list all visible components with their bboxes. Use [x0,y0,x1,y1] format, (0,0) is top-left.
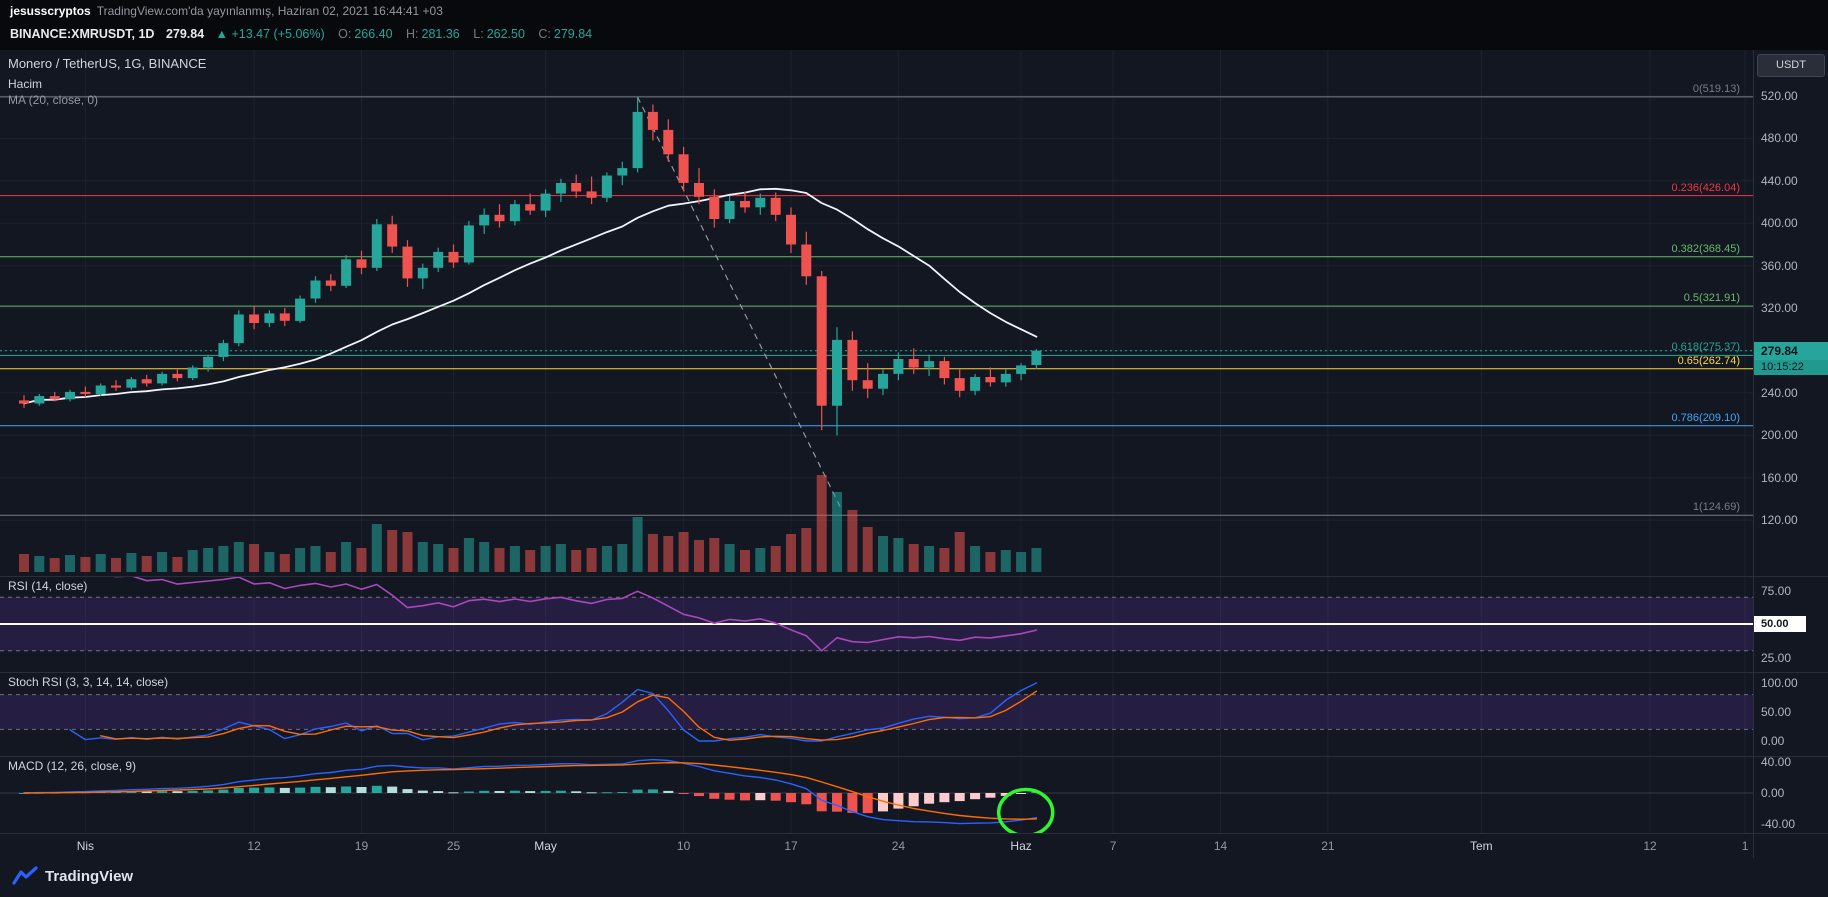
legend-rsi[interactable]: RSI (14, close) [8,579,88,593]
fib-level-label: 0.5(321.91) [1683,292,1740,305]
axis-label: 100.00 [1761,676,1798,690]
author-username: jesusscryptos [10,4,91,18]
candle-series [19,97,1042,436]
legend-ma[interactable]: MA (20, close, 0) [8,93,99,107]
price-axis[interactable]: USDT 279.84 10:15:22 50.00 120.00 160.00 2… [1753,50,1828,833]
axis-label: 160.00 [1761,470,1798,485]
fib-level-label: 0.786(209.10) [1671,411,1741,424]
symbol-summary: BINANCE:XMRUSDT, 1D 279.84 ▲ +13.47 (+5.… [10,27,592,41]
axis-label: 360.00 [1761,258,1798,273]
axis-corner [1753,833,1828,858]
low-value: 262.50 [486,27,525,41]
time-axis-label: 10 [676,839,691,853]
stoch-rsi-pane [0,682,1753,742]
axis-label: 480.00 [1761,131,1798,146]
axis-label: 0.00 [1761,786,1785,800]
macd-highlight-circle [996,787,1055,833]
legend-stoch-rsi[interactable]: Stoch RSI (3, 3, 14, 14, close) [8,675,169,689]
byline: jesusscryptos TradingView.com'da yayınlan… [10,4,443,18]
axis-label: 0.00 [1761,734,1785,748]
time-axis-label: 14 [1213,839,1228,853]
axis-label: 120.00 [1761,513,1798,528]
fib-level-label: 0(519.13) [1692,82,1740,95]
axis-label: 240.00 [1761,385,1798,400]
rsi-pane [0,576,1753,652]
last-price-badge: 279.84 [1754,342,1828,360]
fib-level-label: 0.236(426.04) [1671,181,1741,194]
axis-label: -40.00 [1761,817,1796,832]
legend-macd[interactable]: MACD (12, 26, close, 9) [8,759,137,773]
time-axis-label: 12 [1643,839,1657,853]
volume-series [19,475,1042,572]
low-label: L: [473,27,484,41]
axis-label: 25.00 [1761,650,1792,665]
fib-level-label: 0.65(262.74) [1677,354,1740,367]
currency-toggle-button[interactable]: USDT [1757,54,1825,77]
fib-level-label: 0.618(275.37) [1671,341,1741,354]
footer: TradingView [0,858,1828,897]
close-value: 279.84 [553,27,593,41]
axis-label: 75.00 [1761,583,1792,598]
time-axis[interactable]: Nis 12 19 25 May 10 17 24 Haz 7 14 21 Tem 12 1 [0,833,1753,858]
publish-info: TradingView.com'da yayınlanmış, Haziran … [96,4,443,18]
last-price: 279.84 [165,27,205,41]
axis-label: 40.00 [1761,754,1792,769]
rsi-mid-badge: 50.00 [1754,616,1806,632]
fib-level-label: 0.382(368.45) [1671,242,1741,255]
macd-pane [0,758,1753,825]
open-label: O: [338,27,352,41]
bar-countdown: 10:15:22 [1754,360,1828,375]
time-axis-label: 1 [1741,839,1749,853]
price-pane [0,96,1753,516]
chart-plot-area[interactable]: Monero / TetherUS, 1G, BINANCE Hacim MA … [0,50,1753,833]
time-axis-label: Nis [76,839,95,853]
axis-label: 50.00 [1761,705,1792,719]
pane-separator[interactable] [0,672,1828,673]
chart-canvas[interactable] [0,50,1753,833]
symbol-interval: BINANCE:XMRUSDT, 1D [10,27,155,41]
time-axis-label: 12 [247,839,261,853]
time-axis-label: Haz [1010,839,1032,853]
axis-label: 320.00 [1761,301,1798,316]
time-axis-label: 7 [1109,839,1117,853]
legend-volume[interactable]: Hacim [8,77,43,91]
legend-symbol[interactable]: Monero / TetherUS, 1G, BINANCE [8,56,207,71]
open-value: 266.40 [354,27,393,41]
close-label: C: [538,27,551,41]
time-axis-label: 24 [891,839,906,853]
pane-separator[interactable] [0,576,1828,577]
axis-label: 520.00 [1761,89,1798,103]
time-axis-label: 17 [784,839,798,853]
axis-label: 440.00 [1761,173,1798,188]
axis-label: 200.00 [1761,428,1798,443]
time-axis-label: Tem [1469,839,1493,853]
pane-separator[interactable] [0,756,1828,757]
time-axis-label: May [534,839,557,853]
time-axis-label: 21 [1321,839,1335,853]
snapshot-header: jesusscryptos TradingView.com'da yayınlan… [0,0,1828,50]
tradingview-logo-icon [12,866,38,885]
price-change: ▲ +13.47 (+5.06%) [215,27,325,41]
axis-label: 400.00 [1761,216,1798,231]
tradingview-logo-text: TradingView [45,867,134,885]
high-label: H: [406,27,419,41]
high-value: 281.36 [421,27,460,41]
time-axis-label: 19 [354,839,369,853]
time-axis-label: 25 [446,839,461,853]
fib-level-label: 1(124.69) [1692,501,1740,514]
tradingview-logo[interactable]: TradingView [12,866,133,886]
